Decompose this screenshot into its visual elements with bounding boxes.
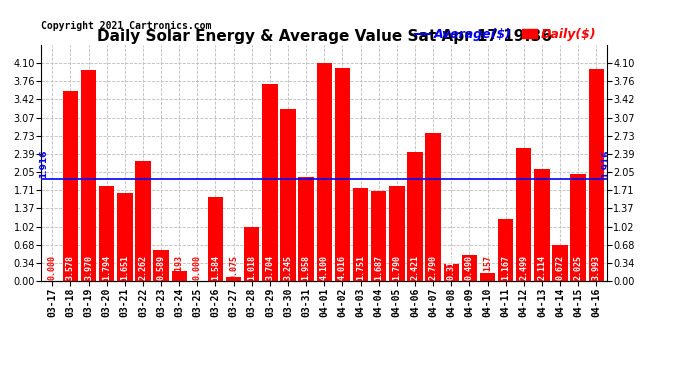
Bar [335,68,350,281]
Text: 2.421: 2.421 [411,255,420,280]
Text: 1.584: 1.584 [211,255,220,280]
Text: 0.589: 0.589 [157,255,166,280]
Text: 1.167: 1.167 [501,255,510,280]
Bar [299,177,314,281]
Text: 0.316: 0.316 [446,255,455,280]
Text: 1.751: 1.751 [356,255,365,280]
Text: 3.245: 3.245 [284,255,293,280]
Text: 0.000: 0.000 [48,255,57,280]
Text: 0.075: 0.075 [229,255,238,280]
Text: 1.916: 1.916 [39,150,48,178]
Bar [208,197,223,281]
Text: 2.499: 2.499 [520,255,529,280]
Text: 0.672: 0.672 [555,255,564,280]
Bar [516,148,531,281]
Text: 0.157: 0.157 [483,255,492,280]
Text: 3.704: 3.704 [266,255,275,280]
Bar [63,91,78,281]
Text: 1.916: 1.916 [601,150,610,178]
Bar [407,152,423,281]
Text: 2.262: 2.262 [139,255,148,280]
Text: Copyright 2021 Cartronics.com: Copyright 2021 Cartronics.com [41,21,212,31]
Text: 1.651: 1.651 [120,255,129,280]
Text: 3.993: 3.993 [592,255,601,280]
Text: 0.193: 0.193 [175,255,184,280]
Text: 4.100: 4.100 [319,255,329,280]
Bar [371,192,386,281]
Bar [244,227,259,281]
Text: 1.018: 1.018 [247,255,256,280]
Text: 1.687: 1.687 [374,255,383,280]
Text: 1.794: 1.794 [102,255,111,280]
Bar [534,169,550,281]
Bar [480,273,495,281]
Bar [571,174,586,281]
Bar [353,188,368,281]
Text: 3.578: 3.578 [66,255,75,280]
Bar [317,63,332,281]
Bar [389,186,404,281]
Bar [135,161,150,281]
Legend: Average($), Daily($): Average($), Daily($) [410,23,601,46]
Bar [81,70,97,281]
Text: 2.790: 2.790 [428,255,437,280]
Bar [444,264,459,281]
Bar [462,255,477,281]
Bar [226,277,241,281]
Bar [552,246,568,281]
Text: 3.970: 3.970 [84,255,93,280]
Bar [426,133,441,281]
Text: 0.000: 0.000 [193,255,202,280]
Text: 2.025: 2.025 [573,255,582,280]
Bar [498,219,513,281]
Bar [280,109,296,281]
Title: Daily Solar Energy & Average Value Sat Apr 17 19:36: Daily Solar Energy & Average Value Sat A… [97,29,552,44]
Text: 1.958: 1.958 [302,255,310,280]
Bar [589,69,604,281]
Text: 0.490: 0.490 [465,255,474,280]
Bar [172,271,187,281]
Bar [262,84,277,281]
Text: 1.790: 1.790 [393,255,402,280]
Text: 2.114: 2.114 [538,255,546,280]
Text: 4.016: 4.016 [338,255,347,280]
Bar [117,194,132,281]
Bar [99,186,115,281]
Bar [153,250,169,281]
